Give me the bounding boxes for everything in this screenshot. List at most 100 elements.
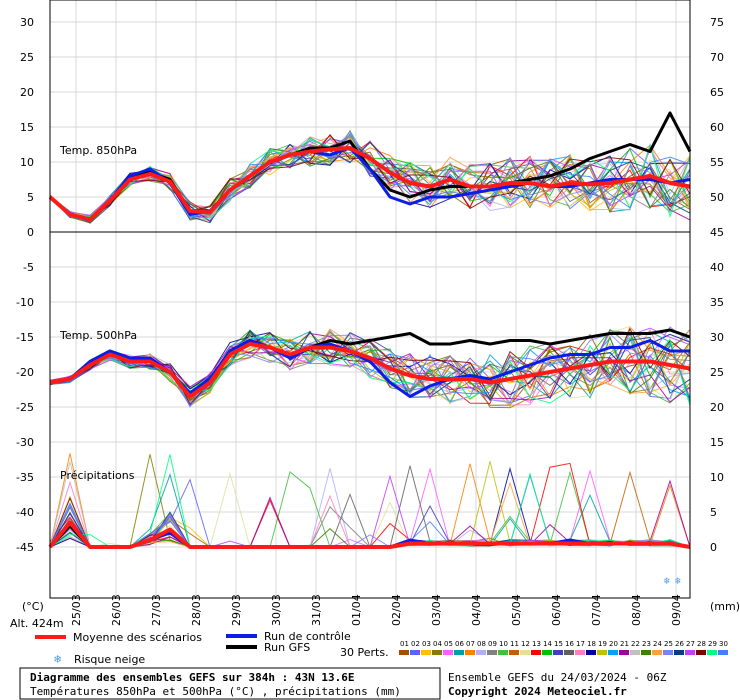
x-tick-label: 06/04 [550, 594, 563, 626]
pert-swatch [641, 650, 651, 655]
y-left-tick-label: -15 [16, 331, 34, 344]
pert-number: 21 [620, 640, 629, 648]
x-tick-label: 31/03 [310, 594, 323, 626]
y-left-tick-label: -10 [16, 296, 34, 309]
x-tick-label: 29/03 [230, 594, 243, 626]
y-right-tick-label: 20 [710, 401, 724, 414]
pert-number: 17 [576, 640, 585, 648]
x-tick-label: 28/03 [190, 594, 203, 626]
perturbation-line [49, 338, 691, 402]
y-right-tick-label: 45 [710, 226, 724, 239]
perturbation-line [49, 344, 691, 408]
pert-number: 27 [686, 640, 695, 648]
x-tick-label: 04/04 [470, 594, 483, 626]
pert-swatch [575, 650, 585, 655]
pert-number: 12 [521, 640, 530, 648]
y-right-tick-label: 25 [710, 366, 724, 379]
title-box [19, 667, 441, 700]
ensemble-info: Ensemble GEFS du 24/03/2024 - 06Z [448, 671, 667, 684]
pert-swatch [608, 650, 618, 655]
pert-swatch [542, 650, 552, 655]
pert-swatch [652, 650, 662, 655]
y-left-tick-label: 0 [27, 226, 34, 239]
pert-swatch [553, 650, 563, 655]
pert-number: 25 [664, 640, 673, 648]
pert-swatch [707, 650, 717, 655]
series-line-t500 [49, 342, 691, 399]
y-left-tick-label: 10 [20, 156, 34, 169]
y-right-tick-label: 10 [710, 471, 724, 484]
y-left-tick-label: -40 [16, 506, 34, 519]
y-left-tick-label: -20 [16, 366, 34, 379]
y-right-tick-label: 55 [710, 156, 724, 169]
x-tick-label: 27/03 [150, 594, 163, 626]
chart-subtitle: Températures 850hPa et 500hPa (°C) , pré… [30, 685, 401, 698]
perturbation-lines [49, 129, 691, 548]
snow-legend-icon: ❄ [54, 652, 61, 666]
legend-snow-label: Risque neige [74, 653, 145, 666]
perturbation-line [49, 138, 691, 219]
pert-swatch [531, 650, 541, 655]
series-line-t500 [49, 339, 690, 398]
pert-number: 26 [675, 640, 684, 648]
pert-number: 13 [532, 640, 541, 648]
pert-swatch [454, 650, 464, 655]
pert-number: 14 [543, 640, 552, 648]
pert-number: 01 [400, 640, 409, 648]
pert-number: 03 [422, 640, 431, 648]
pert-number: 04 [433, 640, 442, 648]
y-left-tick-label: -35 [16, 471, 34, 484]
y-right-tick-label: 70 [710, 51, 724, 64]
y-left-tick-label: 15 [20, 121, 34, 134]
pert-swatch [487, 650, 497, 655]
x-tick-label: 05/04 [510, 594, 523, 626]
x-tick-label: 02/04 [390, 594, 403, 626]
main-series-lines [48, 111, 692, 549]
pert-swatch [509, 650, 519, 655]
x-tick-label: 08/04 [630, 594, 643, 626]
y-right-tick-label: 15 [710, 436, 724, 449]
panel-label-t500: Temp. 500hPa [59, 329, 137, 342]
x-tick-label: 30/03 [270, 594, 283, 626]
right-unit-label: (mm) [710, 600, 740, 613]
perturbation-swatches: 01 02 03 04 05 06 07 08 09 10 11 12 13 14 15 16 17 18 19 20… [399, 640, 728, 655]
pert-number: 15 [554, 640, 563, 648]
pert-swatch [630, 650, 640, 655]
pert-number: 16 [565, 640, 574, 648]
y-left-tick-label: -45 [16, 541, 34, 554]
legend: Moyenne des scénarios Run de contrôle Ru… [35, 630, 728, 666]
pert-number: 28 [697, 640, 706, 648]
pert-swatch [476, 650, 486, 655]
pert-number: 08 [477, 640, 486, 648]
pert-swatch [586, 650, 596, 655]
y-left-tick-label: 5 [27, 191, 34, 204]
perturbation-line [49, 332, 691, 404]
perturbation-line [49, 331, 691, 407]
altitude-label: Alt. 424m [10, 617, 64, 630]
pert-swatch [674, 650, 684, 655]
pert-swatch [619, 650, 629, 655]
pert-number: 09 [488, 640, 497, 648]
y-right-tick-label: 60 [710, 121, 724, 134]
y-right-tick-label: 35 [710, 296, 724, 309]
snow-icon: ❄ [675, 576, 682, 587]
snow-risk-marker: ❄ ❄ [664, 576, 682, 587]
left-unit-label: (°C) [22, 600, 44, 613]
y-right-tick-label: 40 [710, 261, 724, 274]
pert-swatch [685, 650, 695, 655]
pert-swatch [696, 650, 706, 655]
x-tick-label: 07/04 [590, 594, 603, 626]
pert-number: 05 [444, 640, 453, 648]
pert-number: 10 [499, 640, 508, 648]
y-left-tick-label: 25 [20, 51, 34, 64]
x-axis-ticks: 25/03 26/03 27/03 28/03 29/03 30/03 31/03 01/04… [70, 594, 683, 626]
pert-number: 06 [455, 640, 464, 648]
pert-swatch [443, 650, 453, 655]
x-tick-label: 26/03 [110, 594, 123, 626]
panel-label-t850: Temp. 850hPa [59, 144, 137, 157]
legend-perts-label: 30 Perts. [340, 646, 389, 659]
pert-number: 22 [631, 640, 640, 648]
pert-number: 24 [653, 640, 662, 648]
grid-lines [50, 0, 690, 598]
